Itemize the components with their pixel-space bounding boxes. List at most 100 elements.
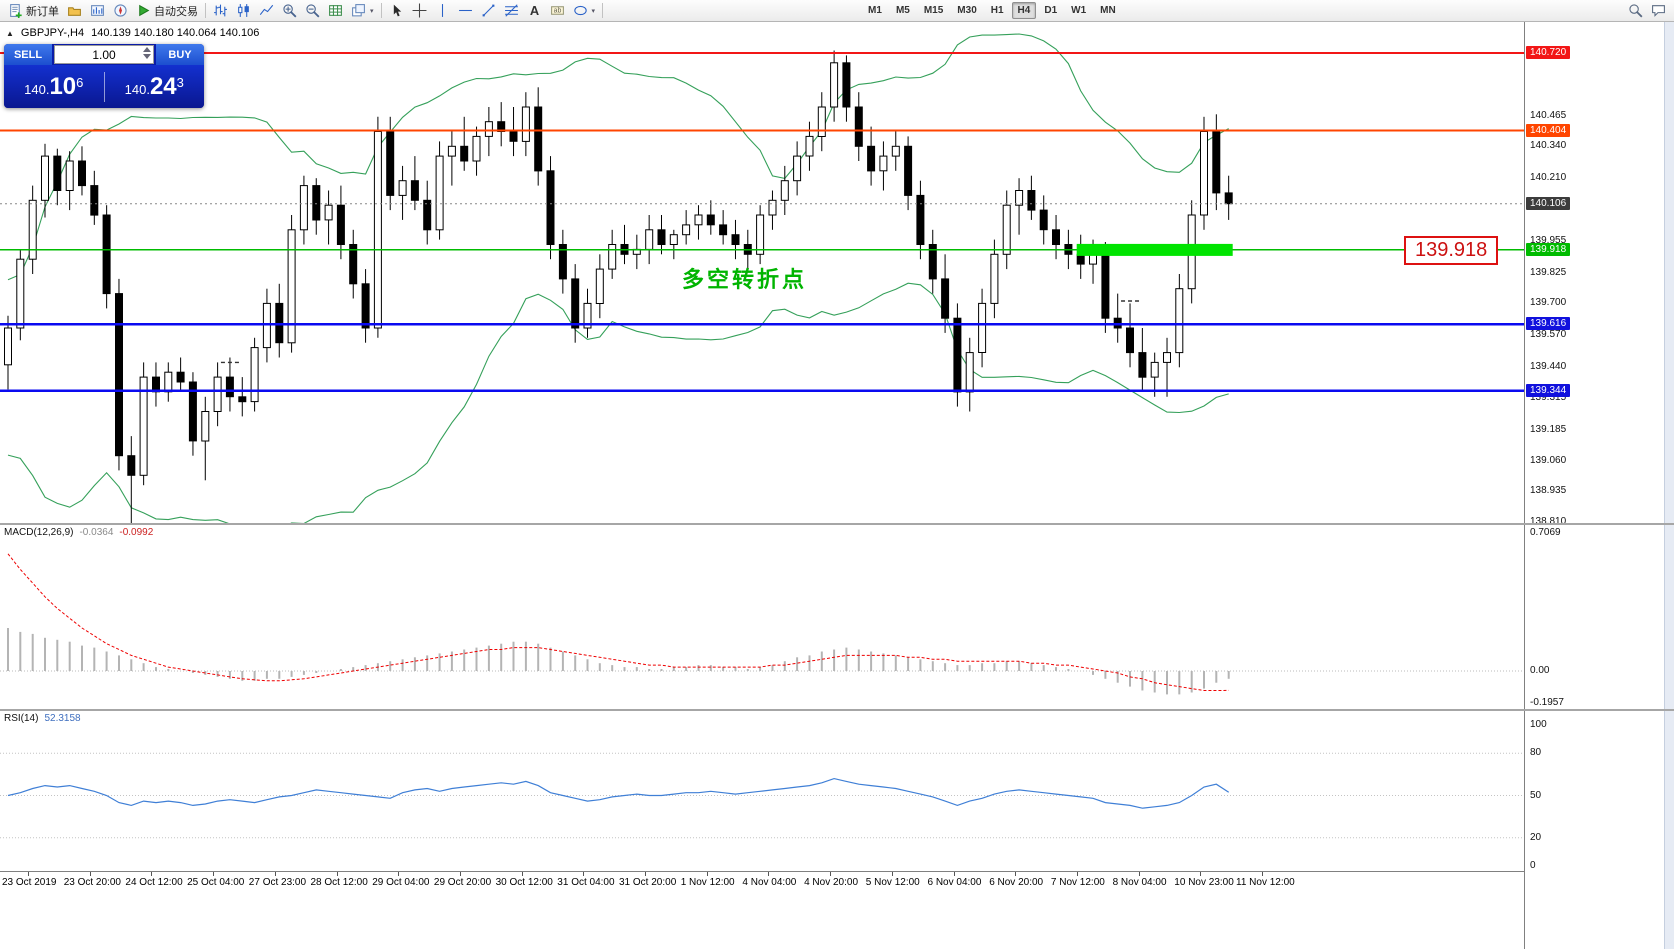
main-chart[interactable] (0, 22, 1524, 523)
auto-arrange-button[interactable] (324, 1, 347, 20)
rsi-label: RSI(14) 52.3158 (4, 713, 81, 724)
shapes-button[interactable]: ▾ (569, 1, 600, 20)
highlight-bar[interactable] (1076, 243, 1233, 256)
time-axis-label: 1 Nov 12:00 (680, 877, 735, 888)
zoom-in-button[interactable] (278, 1, 301, 20)
chart-marker-icon: ▲ (6, 28, 14, 38)
chart-annotation[interactable]: 多空转折点 (682, 267, 808, 292)
timeframe-m30-button[interactable]: M30 (957, 5, 977, 16)
time-axis-label: 27 Oct 23:00 (248, 877, 307, 888)
panel-separator[interactable] (0, 709, 1674, 711)
price-axis[interactable]: 140.465 140.340 140.210 139.955 139.825 139.7… (1524, 22, 1664, 949)
chat-button[interactable] (1647, 1, 1670, 20)
time-axis-tick (1200, 872, 1202, 876)
navigator-button[interactable] (109, 1, 132, 20)
time-axis-label: 30 Oct 12:00 (495, 877, 553, 888)
time-axis-label: 10 Nov 23:00 (1174, 877, 1234, 888)
vertical-scrollbar[interactable] (1664, 22, 1674, 949)
tile-windows-button[interactable]: ▾ (347, 1, 378, 20)
horizontal-line-button[interactable] (454, 1, 477, 20)
svg-text:ab: ab (553, 8, 561, 15)
bars-icon (213, 3, 228, 18)
profiles-icon (67, 3, 82, 18)
trendline-button[interactable] (477, 1, 500, 20)
timeframe-m5-button[interactable]: M5 (895, 5, 910, 16)
time-axis-tick (706, 872, 708, 876)
zoom-out-icon (305, 3, 320, 18)
buy-button[interactable]: BUY (156, 44, 204, 65)
dropdown-arrow-icon: ▾ (370, 7, 374, 15)
fibo-icon (504, 3, 519, 18)
price-tag: 140.404 (1526, 124, 1571, 137)
new-order-icon (8, 3, 23, 18)
time-axis-tick (28, 872, 29, 876)
timeframe-d1-button[interactable]: D1 (1044, 5, 1058, 16)
price-axis-label: 139.700 (1530, 297, 1567, 308)
time-axis-tick (89, 872, 91, 876)
search-icon (1628, 3, 1643, 18)
cascade-icon (351, 3, 366, 18)
time-axis-tick (583, 872, 585, 876)
candlestick-chart-button[interactable] (232, 1, 255, 20)
buy-price[interactable]: 140.243 (105, 73, 205, 101)
line-chart-button[interactable] (255, 1, 278, 20)
fibonacci-button[interactable] (500, 1, 523, 20)
crosshair-button[interactable] (408, 1, 431, 20)
volume-field[interactable]: 1.00 (54, 45, 154, 64)
volume-down-arrow-icon[interactable] (143, 54, 151, 59)
buy-price-prefix: 140. (124, 81, 150, 97)
time-axis[interactable]: 23 Oct 2019 23 Oct 20:00 24 Oct 12:00 25 Oc… (0, 871, 1524, 891)
new-order-label: 新订单 (26, 5, 59, 18)
sell-price-sup: 6 (76, 74, 84, 90)
market-watch-button[interactable] (86, 1, 109, 20)
bar-chart-button[interactable] (209, 1, 232, 20)
rsi-indicator[interactable] (0, 711, 1524, 871)
time-axis-tick (830, 872, 832, 876)
label-icon: ab (550, 3, 565, 18)
time-axis-label: 8 Nov 04:00 (1112, 877, 1167, 888)
search-button[interactable] (1624, 1, 1647, 20)
cursor-button[interactable] (385, 1, 408, 20)
chat-icon (1651, 3, 1666, 18)
timeframe-m1-button[interactable]: M1 (868, 5, 882, 16)
sell-price[interactable]: 140.106 (4, 73, 104, 101)
grid-icon (328, 3, 343, 18)
text-label-button[interactable]: ab (546, 1, 569, 20)
time-axis-label: 29 Oct 04:00 (372, 877, 430, 888)
timeframe-h4-button[interactable]: H4 (1011, 2, 1037, 19)
rsi-axis-label: 20 (1530, 832, 1542, 843)
vertical-line-button[interactable] (431, 1, 454, 20)
time-axis-label: 31 Oct 20:00 (619, 877, 677, 888)
volume-up-arrow-icon[interactable] (143, 47, 151, 52)
timeframe-mn-button[interactable]: MN (1100, 5, 1116, 16)
price-callout[interactable]: 139.918 (1404, 236, 1499, 265)
macd-axis-label: -0.1957 (1530, 697, 1564, 708)
timeframe-h1-button[interactable]: H1 (990, 5, 1004, 16)
svg-text:A: A (529, 3, 538, 18)
time-axis-tick (151, 872, 153, 876)
hline-icon (458, 3, 473, 18)
time-axis-label: 11 Nov 12:00 (1236, 877, 1295, 888)
new-order-button[interactable]: 新订单 (4, 1, 63, 20)
macd-indicator[interactable] (0, 525, 1524, 709)
auto-trading-button[interactable]: 自动交易 (132, 1, 202, 20)
macd-label: MACD(12,26,9) -0.0364 -0.0992 (4, 527, 153, 538)
sell-button[interactable]: SELL (4, 44, 52, 65)
text-button[interactable]: A (523, 1, 546, 20)
play-icon (136, 3, 151, 18)
timeframe-w1-button[interactable]: W1 (1071, 5, 1087, 16)
zoom-out-button[interactable] (301, 1, 324, 20)
price-tag: 139.616 (1526, 317, 1571, 330)
timeframe-group: M1 M5 M15 M30 H1 H4 D1 W1 MN (861, 2, 1123, 19)
price-axis-label: 140.340 (1530, 140, 1567, 151)
price-tag: 139.918 (1526, 243, 1571, 256)
price-axis-label: 139.060 (1530, 455, 1567, 466)
time-axis-tick (953, 872, 955, 876)
chart-profiles-button[interactable] (63, 1, 86, 20)
time-axis-tick (1262, 872, 1263, 876)
panel-separator[interactable] (0, 523, 1674, 525)
timeframe-m15-button[interactable]: M15 (923, 5, 944, 16)
rsi-axis-label: 50 (1530, 790, 1542, 801)
buy-price-big: 24 (149, 72, 177, 100)
